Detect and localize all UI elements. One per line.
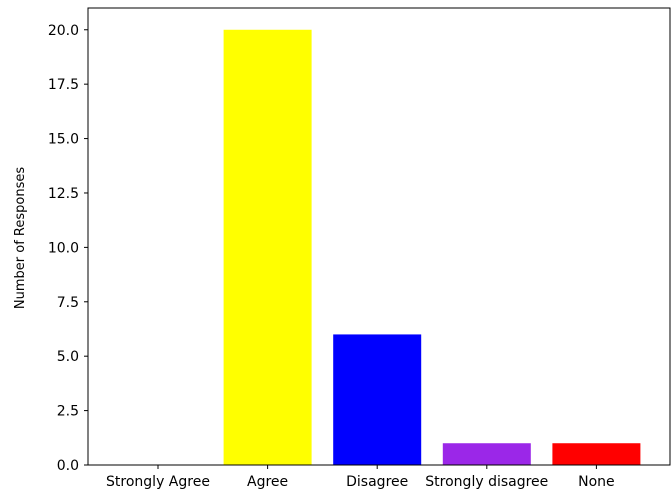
- x-tick-label: Strongly disagree: [425, 474, 548, 490]
- y-tick-label: 2.5: [57, 404, 79, 420]
- plot-frame: [87, 7, 671, 466]
- bar-agree: [223, 29, 312, 466]
- y-tick-label: 7.5: [57, 295, 79, 311]
- y-tick-label: 0.0: [57, 458, 79, 474]
- bar-strongly-disagree: [442, 443, 531, 465]
- bar-disagree: [333, 334, 422, 465]
- bar-none: [552, 443, 641, 465]
- x-tick-label: None: [578, 474, 615, 490]
- x-tick-label: Disagree: [346, 474, 408, 490]
- x-tick-label: Agree: [247, 474, 288, 490]
- x-tick-label: Strongly Agree: [106, 474, 210, 490]
- y-axis-label: Number of Responses: [13, 167, 28, 309]
- y-tick-label: 17.5: [48, 77, 79, 93]
- y-tick-label: 15.0: [48, 132, 79, 148]
- y-axis-ticks: 0.0 2.5 5.0 7.5 10.0 12.5 15.0 17.5 20.0: [48, 23, 88, 474]
- bars-layer: [223, 29, 641, 466]
- y-tick-label: 5.0: [57, 349, 79, 365]
- y-tick-label: 20.0: [48, 23, 79, 39]
- x-axis-ticks: Strongly Agree Agree Disagree Strongly disa…: [106, 465, 615, 490]
- y-tick-label: 10.0: [48, 240, 79, 256]
- y-tick-label: 12.5: [48, 186, 79, 202]
